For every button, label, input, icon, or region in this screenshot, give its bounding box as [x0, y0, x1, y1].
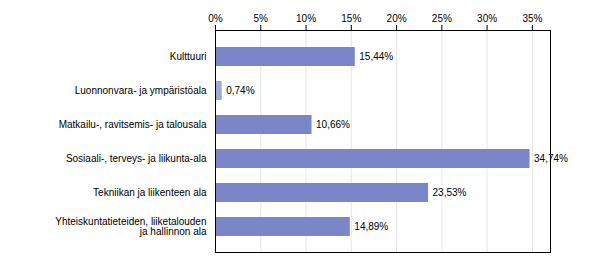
- svg-text:Yhteiskuntatieteiden, liiketal: Yhteiskuntatieteiden, liiketaloudenja ha…: [55, 216, 207, 237]
- svg-text:25%: 25%: [432, 13, 452, 24]
- svg-text:35%: 35%: [522, 13, 542, 24]
- svg-text:30%: 30%: [477, 13, 497, 24]
- svg-text:10,66%: 10,66%: [316, 119, 350, 130]
- svg-text:34,74%: 34,74%: [534, 153, 568, 164]
- svg-text:Kulttuuri: Kulttuuri: [170, 51, 207, 62]
- svg-text:14,89%: 14,89%: [354, 221, 388, 232]
- svg-text:20%: 20%: [387, 13, 407, 24]
- svg-text:0%: 0%: [208, 13, 223, 24]
- svg-text:0,74%: 0,74%: [226, 85, 254, 96]
- svg-text:Matkailu-, ravitsemis- ja talo: Matkailu-, ravitsemis- ja talousala: [59, 119, 207, 130]
- svg-text:15,44%: 15,44%: [359, 51, 393, 62]
- svg-text:10%: 10%: [296, 13, 316, 24]
- svg-text:Sosiaali-, terveys- ja liikunt: Sosiaali-, terveys- ja liikunta-ala: [66, 153, 207, 164]
- svg-text:Tekniikan ja liikenteen ala: Tekniikan ja liikenteen ala: [93, 187, 207, 198]
- svg-text:Luonnonvara- ja ympäristöala: Luonnonvara- ja ympäristöala: [75, 85, 207, 96]
- svg-text:5%: 5%: [254, 13, 269, 24]
- svg-text:23,53%: 23,53%: [433, 187, 467, 198]
- svg-text:15%: 15%: [341, 13, 361, 24]
